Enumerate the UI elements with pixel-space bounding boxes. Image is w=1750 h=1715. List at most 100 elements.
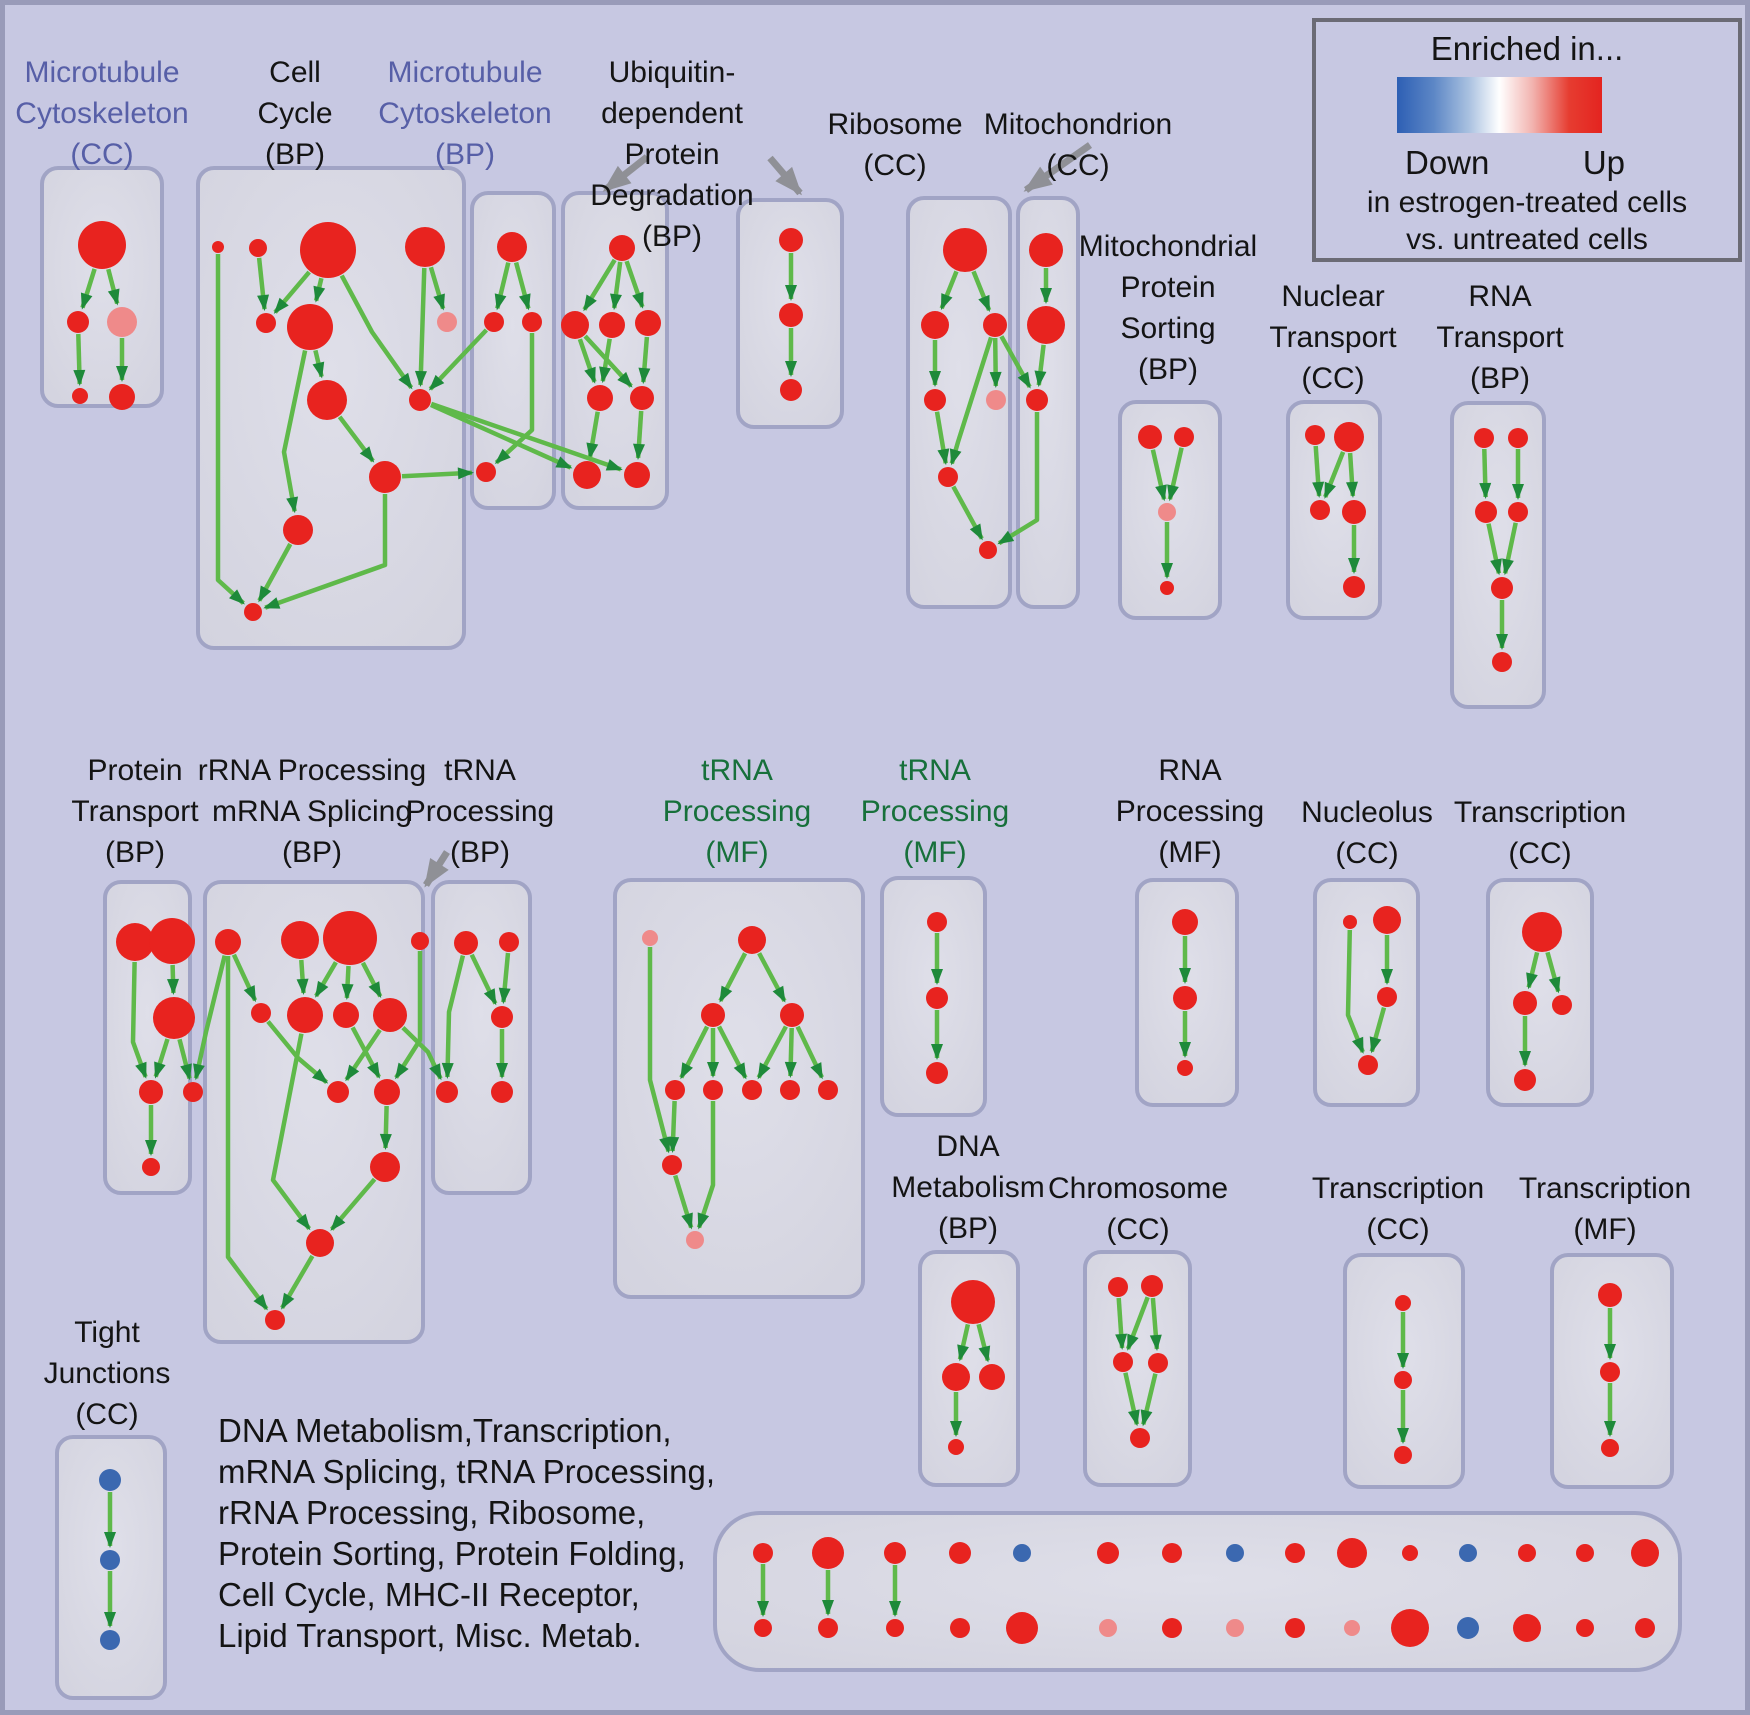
- cluster-label-ribosome-cc: Ribosome (CC): [827, 108, 963, 182]
- edge-arrow: [1150, 449, 1167, 502]
- go-term-node: [665, 1080, 685, 1100]
- edge-arrow: [1149, 1297, 1162, 1351]
- edge-arrow: [312, 349, 325, 379]
- edge-arrow: [1346, 452, 1358, 498]
- go-term-node: [78, 221, 126, 269]
- cluster-label-microtubule-cc: Microtubule Cytoskeleton (CC): [15, 56, 189, 171]
- go-term-node: [779, 303, 803, 327]
- edge-arrow: [718, 952, 748, 1003]
- cluster-label-rna-processing-mf: RNA Processing (MF): [1115, 754, 1265, 869]
- edge-arrow: [513, 261, 531, 311]
- go-term-node: [1226, 1619, 1244, 1637]
- edge-arrow: [717, 1025, 748, 1080]
- edge-arrow: [756, 1025, 788, 1080]
- legend-title: Enriched in...: [1430, 30, 1624, 67]
- edge-arrow: [430, 401, 623, 472]
- go-term-node: [1508, 428, 1528, 448]
- go-term-node: [1305, 425, 1325, 445]
- edge-arrow: [428, 328, 489, 391]
- cluster-label-nuclear-transport: Nuclear Transport (CC): [1269, 280, 1397, 395]
- edge-arrow: [401, 467, 474, 480]
- edge-arrow: [494, 262, 511, 311]
- go-term-node: [1027, 306, 1065, 344]
- go-term-node: [599, 312, 625, 338]
- legend-axis-labels: Down Up: [1405, 144, 1625, 182]
- go-term-node: [1518, 1544, 1536, 1562]
- edge-arrow: [638, 336, 651, 385]
- go-term-node: [1491, 577, 1513, 599]
- go-term-node: [183, 1082, 203, 1102]
- edge-arrow: [1345, 929, 1365, 1054]
- edge-arrow: [1140, 1373, 1158, 1427]
- go-term-node: [1158, 503, 1176, 521]
- go-term-node: [283, 515, 313, 545]
- go-term-node: [630, 386, 654, 410]
- edge-arrow: [1167, 447, 1184, 502]
- go-term-node: [1162, 1543, 1182, 1563]
- edge-arrow: [949, 336, 994, 466]
- edge-arrow: [957, 1323, 971, 1362]
- cluster-box-rna-transport: [1450, 401, 1546, 709]
- nodes-layer: [67, 221, 1659, 1650]
- go-term-node: [1177, 1060, 1193, 1076]
- edge-arrow: [401, 1025, 443, 1081]
- edge-arrow: [582, 258, 617, 312]
- go-term-node: [738, 926, 766, 954]
- cluster-label-trna-mf-large: tRNA Processing (MF): [662, 754, 812, 869]
- legend-box: Enriched in... Down Up in estrogen-treat…: [1312, 18, 1742, 262]
- go-term-node: [1174, 427, 1194, 447]
- edge-arrow: [939, 270, 959, 311]
- go-term-node: [1373, 906, 1401, 934]
- legend-up-label: Up: [1582, 144, 1625, 181]
- edge-arrow: [73, 333, 86, 386]
- go-term-node: [1343, 915, 1357, 929]
- go-term-node: [142, 1158, 160, 1176]
- edge-arrow: [971, 270, 992, 312]
- go-term-node: [1492, 652, 1512, 672]
- go-term-node: [1172, 909, 1198, 935]
- go-term-node: [139, 1080, 163, 1104]
- go-term-node: [662, 1155, 682, 1175]
- edge-arrow: [673, 1174, 694, 1230]
- go-term-node: [780, 1003, 804, 1027]
- go-term-node: [951, 1280, 995, 1324]
- pointer-arrows-layer: [423, 142, 1093, 888]
- go-term-node: [1097, 1542, 1119, 1564]
- edge-arrow: [341, 965, 354, 1000]
- go-term-node: [149, 918, 195, 964]
- go-term-node: [1337, 1538, 1367, 1568]
- go-term-node: [99, 1469, 121, 1491]
- cluster-label-dna-metabolism: DNA Metabolism (BP): [891, 1130, 1045, 1245]
- go-term-node: [1138, 425, 1162, 449]
- cluster-box-microtubule-cc: [40, 166, 164, 408]
- go-term-node: [1394, 1371, 1412, 1389]
- edge-arrow: [469, 953, 498, 1006]
- go-term-node: [1285, 1543, 1305, 1563]
- edge-arrow: [256, 257, 269, 312]
- go-term-node: [1522, 912, 1562, 952]
- go-term-node: [642, 930, 658, 946]
- go-term-node: [780, 1080, 800, 1100]
- go-term-node: [926, 1062, 948, 1084]
- edge-arrow: [951, 485, 984, 541]
- edge-arrow: [429, 402, 573, 470]
- edge-arrow: [339, 274, 414, 390]
- go-term-node: [1310, 500, 1330, 520]
- edge-arrow: [1312, 445, 1325, 498]
- edge-arrow: [344, 1028, 382, 1082]
- go-term-node: [1475, 501, 1497, 523]
- go-term-node: [1635, 1618, 1655, 1638]
- edge-arrow: [215, 254, 245, 605]
- cluster-box-nuclear-transport: [1286, 400, 1382, 620]
- go-term-node: [1141, 1275, 1163, 1297]
- go-term-node: [983, 313, 1007, 337]
- go-term-node: [1108, 1277, 1128, 1297]
- edge-arrow: [296, 959, 309, 995]
- legend-gradient-bar: [1397, 77, 1602, 133]
- edge-arrow: [795, 1025, 824, 1080]
- edge-arrow: [498, 952, 511, 1005]
- go-term-node: [1162, 1618, 1182, 1638]
- legend-subtitle-line2: vs. untreated cells: [1406, 223, 1648, 256]
- go-term-node: [212, 241, 224, 253]
- go-term-node: [1377, 987, 1397, 1007]
